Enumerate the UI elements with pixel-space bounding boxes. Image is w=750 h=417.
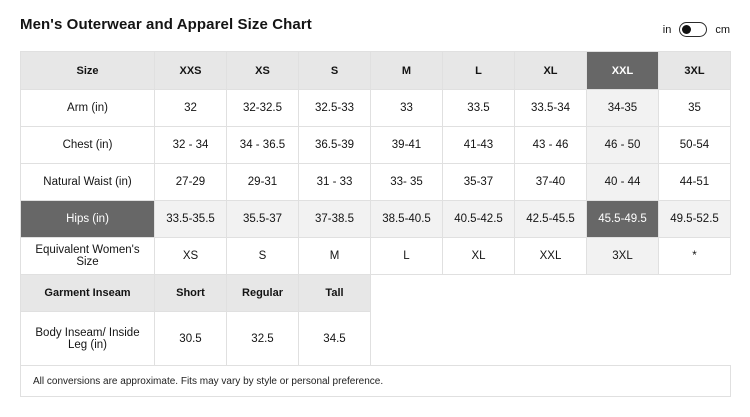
row-label-natural-waist: Natural Waist (in) [20, 163, 155, 201]
unit-toggle-switch[interactable] [679, 22, 708, 37]
row-label-equivalent-womens-size: Equivalent Women's Size [20, 237, 155, 275]
size-cell: 41-43 [442, 126, 515, 164]
row-label-chest: Chest (in) [20, 126, 155, 164]
footnote-row: All conversions are approximate. Fits ma… [20, 365, 731, 397]
size-cell: XL [442, 237, 515, 275]
size-cell: 34 - 36.5 [226, 126, 299, 164]
column-header-xl: XL [514, 51, 587, 90]
size-cell: 33.5-34 [514, 89, 587, 127]
size-cell: 49.5-52.5 [658, 200, 731, 238]
size-cell: S [226, 237, 299, 275]
column-header-l: L [442, 51, 515, 90]
inseam-cell: 34.5 [298, 311, 371, 366]
size-cell-highlighted: 3XL [586, 237, 659, 275]
unit-label-in: in [662, 23, 672, 36]
size-cell: 43 - 46 [514, 126, 587, 164]
size-cell: 32.5-33 [298, 89, 371, 127]
size-cell: 50-54 [658, 126, 731, 164]
size-cell: XXL [514, 237, 587, 275]
column-header-garment-inseam: Garment Inseam [20, 274, 155, 312]
column-header-xxl-highlighted: XXL [586, 51, 659, 90]
table-row-chest: Chest (in) 32 - 34 34 - 36.5 36.5-39 39-… [20, 126, 731, 164]
page-title: Men's Outerwear and Apparel Size Chart [20, 16, 312, 33]
row-label-arm: Arm (in) [20, 89, 155, 127]
empty-area [370, 311, 731, 366]
size-cell-highlighted: 34-35 [586, 89, 659, 127]
toggle-knob-icon [682, 24, 692, 34]
table-row-arm: Arm (in) 32 32-32.5 32.5-33 33 33.5 33.5… [20, 89, 731, 127]
size-cell: 37-38.5 [298, 200, 371, 238]
table-row-natural-waist: Natural Waist (in) 27-29 29-31 31 - 33 3… [20, 163, 731, 201]
unit-label-cm: cm [715, 23, 730, 36]
size-cell: 42.5-45.5 [514, 200, 587, 238]
footnote-text: All conversions are approximate. Fits ma… [20, 365, 731, 397]
size-cell: 33.5 [442, 89, 515, 127]
size-cell: 32 [154, 89, 227, 127]
size-cell: 32 - 34 [154, 126, 227, 164]
size-cell: 35-37 [442, 163, 515, 201]
row-label-body-inseam: Body Inseam/ Inside Leg (in) [20, 311, 155, 366]
row-label-hips: Hips (in) [20, 200, 155, 238]
column-header-size: Size [20, 51, 155, 90]
size-cell: 31 - 33 [298, 163, 371, 201]
size-cell: * [658, 237, 731, 275]
size-cell: XS [154, 237, 227, 275]
size-cell: 36.5-39 [298, 126, 371, 164]
size-cell: 32-32.5 [226, 89, 299, 127]
size-cell: 33- 35 [370, 163, 443, 201]
size-cell: 38.5-40.5 [370, 200, 443, 238]
size-cell: 35 [658, 89, 731, 127]
size-cell: 33.5-35.5 [154, 200, 227, 238]
inseam-header-row: Garment Inseam Short Regular Tall [20, 274, 731, 312]
size-cell-cross-highlighted: 45.5-49.5 [586, 200, 659, 238]
size-cell: 35.5-37 [226, 200, 299, 238]
table-row-hips-highlighted: Hips (in) 33.5-35.5 35.5-37 37-38.5 38.5… [20, 200, 731, 238]
table-row-equivalent-womens-size: Equivalent Women's Size XS S M L XL XXL … [20, 237, 731, 275]
size-chart-table: Size XXS XS S M L XL XXL 3XL Arm (in) 32… [20, 51, 731, 397]
column-header-regular: Regular [226, 274, 299, 312]
column-header-xs: XS [226, 51, 299, 90]
size-cell: 29-31 [226, 163, 299, 201]
size-cell-highlighted: 46 - 50 [586, 126, 659, 164]
size-cell: 40.5-42.5 [442, 200, 515, 238]
size-cell: 33 [370, 89, 443, 127]
column-header-tall: Tall [298, 274, 371, 312]
column-header-xxs: XXS [154, 51, 227, 90]
size-cell: L [370, 237, 443, 275]
empty-area [370, 274, 731, 312]
column-header-m: M [370, 51, 443, 90]
column-header-short: Short [154, 274, 227, 312]
topbar: Men's Outerwear and Apparel Size Chart i… [0, 0, 750, 43]
table-row-body-inseam: Body Inseam/ Inside Leg (in) 30.5 32.5 3… [20, 311, 731, 366]
size-header-row: Size XXS XS S M L XL XXL 3XL [20, 51, 731, 90]
size-cell-highlighted: 40 - 44 [586, 163, 659, 201]
size-cell: M [298, 237, 371, 275]
column-header-3xl: 3XL [658, 51, 731, 90]
size-cell: 27-29 [154, 163, 227, 201]
size-cell: 44-51 [658, 163, 731, 201]
unit-toggle: in cm [663, 22, 730, 37]
size-cell: 39-41 [370, 126, 443, 164]
inseam-cell: 32.5 [226, 311, 299, 366]
inseam-cell: 30.5 [154, 311, 227, 366]
size-cell: 37-40 [514, 163, 587, 201]
column-header-s: S [298, 51, 371, 90]
